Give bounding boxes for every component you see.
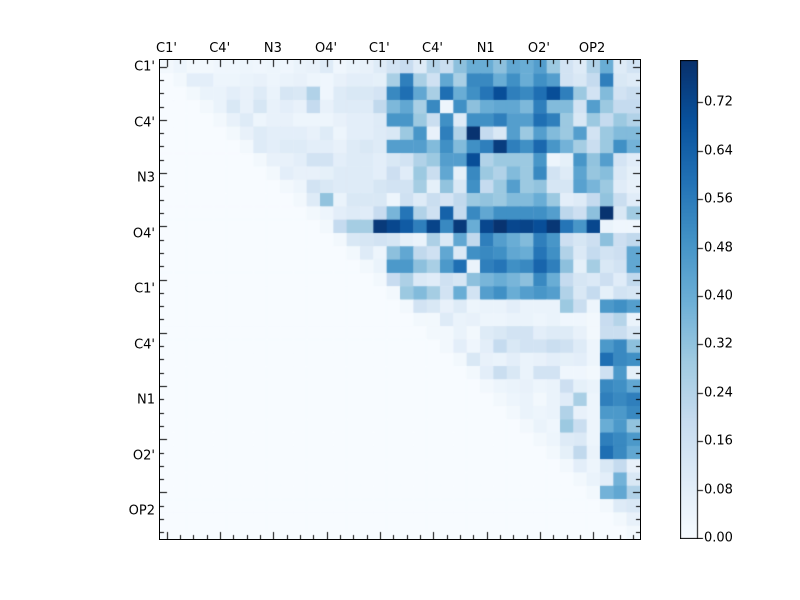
y-axis-label: N3 — [137, 170, 155, 186]
colorbar-tick-label: 0.64 — [704, 143, 733, 159]
y-axis-label: C1' — [134, 59, 155, 75]
colorbar-tick-label: 0.24 — [704, 385, 733, 401]
y-axis-label: C4' — [134, 115, 155, 130]
y-axis-label: C4' — [134, 337, 155, 352]
x-axis-label: C4' — [209, 41, 231, 56]
x-axis-label: N1 — [476, 41, 495, 56]
x-axis-label: C1' — [156, 41, 177, 56]
colorbar-tick-label: 0.40 — [704, 288, 733, 304]
colorbar-tick-label: 0.08 — [704, 482, 733, 498]
colorbar-tick-label: 0.48 — [704, 240, 733, 256]
colorbar-tick-label: 0.16 — [704, 433, 733, 449]
colorbar-tick-label: 0.72 — [704, 94, 733, 110]
x-axis-label: C4' — [422, 41, 443, 56]
y-axis-label: C1' — [134, 281, 155, 297]
y-axis-label: O2' — [132, 448, 155, 463]
colorbar-tick-label: 0.56 — [704, 191, 733, 207]
y-axis-label: O4' — [132, 226, 155, 241]
y-axis-label: N1 — [137, 392, 155, 408]
x-axis-label: N3 — [263, 41, 282, 56]
colorbar — [680, 60, 710, 539]
x-axis-label: OP2 — [578, 41, 606, 56]
x-axis-label: O4' — [315, 41, 338, 56]
heatmap — [159, 59, 641, 540]
y-axis-label: OP2 — [128, 503, 155, 519]
x-axis-label: C1' — [368, 41, 390, 56]
colorbar-tick-label: 0.00 — [704, 530, 733, 546]
colorbar-tick-label: 0.32 — [704, 336, 733, 352]
x-axis-label: O2' — [527, 41, 550, 56]
